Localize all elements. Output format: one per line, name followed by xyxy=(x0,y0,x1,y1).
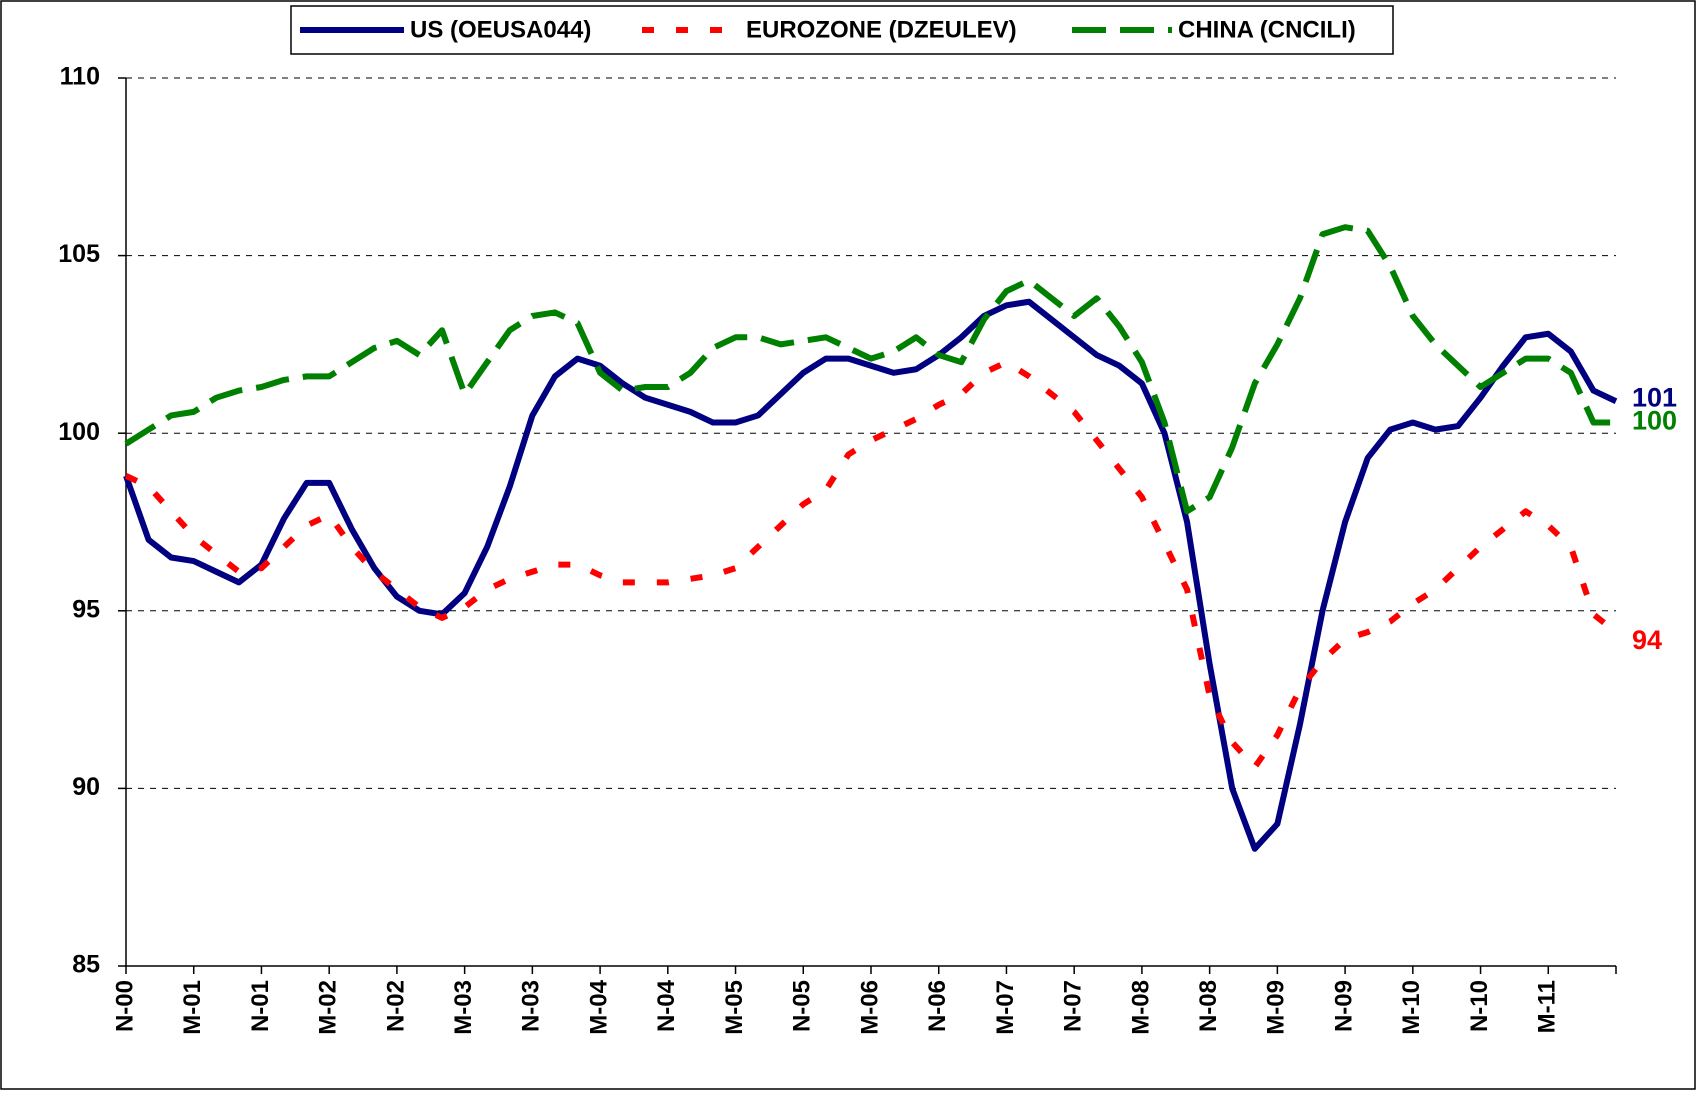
y-tick-label: 100 xyxy=(58,418,100,446)
end-label: 94 xyxy=(1632,625,1662,655)
x-tick-label: M-02 xyxy=(315,980,342,1035)
series-line xyxy=(124,359,1618,771)
x-tick-label: M-04 xyxy=(585,979,612,1034)
y-tick-label: 90 xyxy=(72,773,100,801)
end-label: 101 xyxy=(1632,382,1677,412)
legend-label: EUROZONE (DZEULEV) xyxy=(746,16,1017,43)
series-line xyxy=(123,298,1618,852)
x-tick-label: N-08 xyxy=(1195,980,1222,1032)
y-tick-label: 105 xyxy=(58,240,100,268)
y-tick-label: 110 xyxy=(60,63,100,91)
x-tick-label: M-08 xyxy=(1127,980,1154,1035)
x-tick-label: M-01 xyxy=(179,980,206,1035)
end-label: 100 xyxy=(1632,406,1677,436)
x-tick-label: M-05 xyxy=(721,980,748,1035)
y-tick-label: 95 xyxy=(72,595,100,623)
x-tick-label: N-05 xyxy=(789,980,816,1032)
x-tick-label: N-03 xyxy=(518,980,545,1032)
x-tick-label: N-01 xyxy=(247,980,274,1032)
x-tick-label: M-11 xyxy=(1534,980,1561,1033)
legend-box xyxy=(290,5,1394,55)
legend-label: US (OEUSA044) xyxy=(410,16,591,43)
x-tick-label: N-07 xyxy=(1060,980,1087,1032)
x-tick-label: N-00 xyxy=(111,980,138,1032)
x-tick-label: N-06 xyxy=(924,980,951,1032)
x-tick-label: N-09 xyxy=(1330,980,1357,1032)
y-tick-label: 85 xyxy=(72,951,100,979)
x-tick-label: N-10 xyxy=(1466,980,1493,1032)
x-tick-label: M-10 xyxy=(1398,980,1425,1035)
x-tick-label: M-06 xyxy=(856,980,883,1035)
x-tick-label: M-09 xyxy=(1263,980,1290,1035)
x-tick-label: M-07 xyxy=(992,980,1019,1035)
x-tick-label: M-03 xyxy=(450,980,477,1035)
series-line xyxy=(124,224,1616,515)
legend-label: CHINA (CNCILI) xyxy=(1178,16,1356,43)
x-tick-label: N-04 xyxy=(653,979,680,1032)
x-tick-label: N-02 xyxy=(382,980,409,1032)
